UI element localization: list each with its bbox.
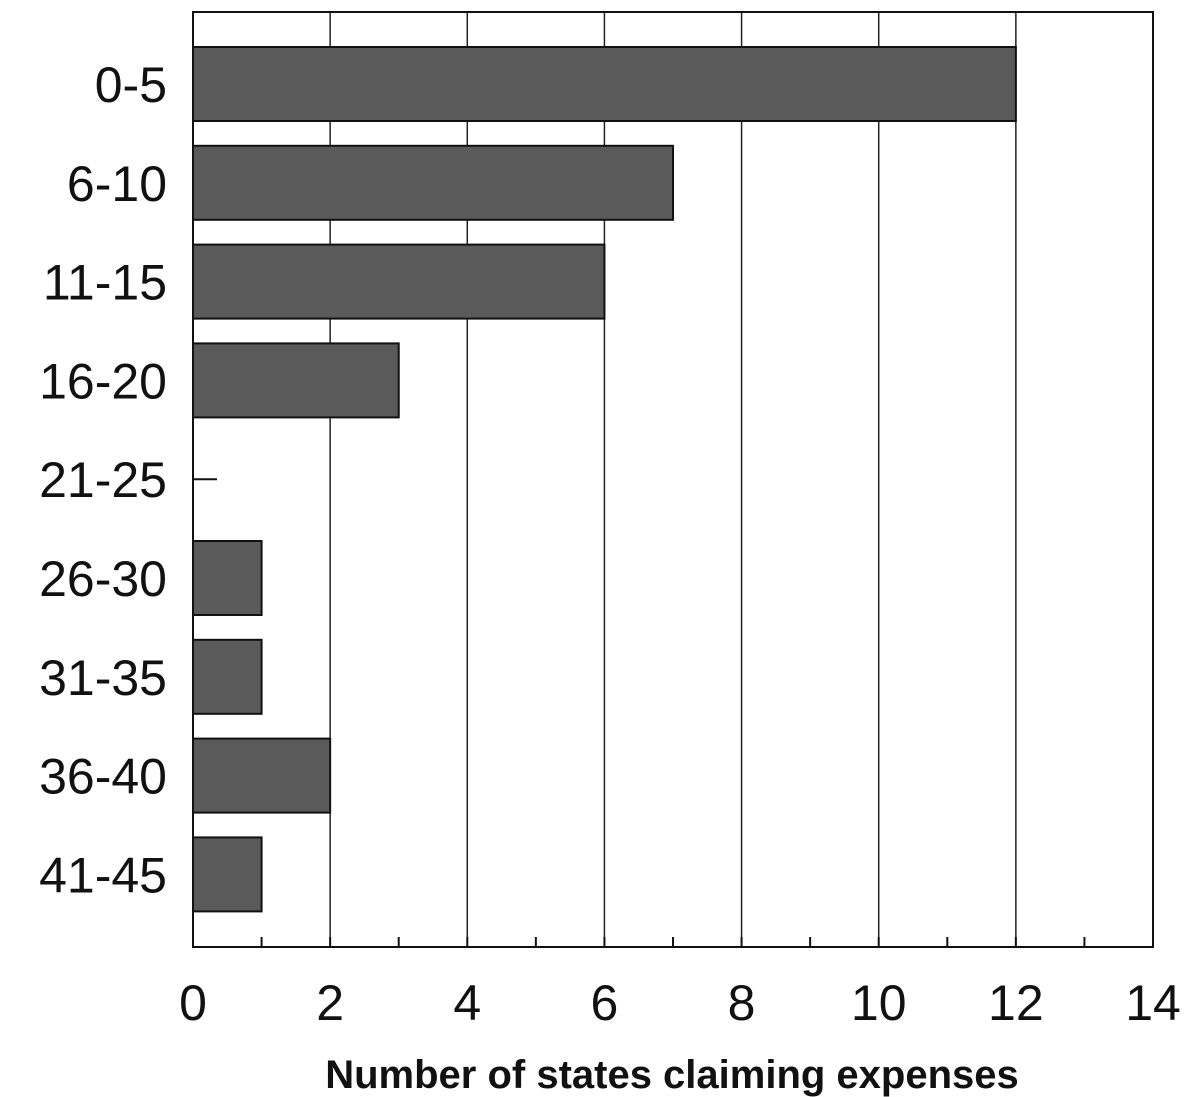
bar-36-40 xyxy=(192,737,332,814)
category-label-26-30: 26-30 xyxy=(39,551,167,607)
bar-0-5 xyxy=(192,46,1017,122)
x-tick-label-12: 12 xyxy=(988,975,1044,1031)
category-label-6-10: 6-10 xyxy=(67,156,167,212)
bar-31-35 xyxy=(192,638,263,715)
x-axis-tick-labels: 0 2 4 6 8 10 12 14 xyxy=(179,975,1181,1031)
y-axis-category-labels: 0-5 6-10 11-15 16-20 21-25 26-30 31-35 36-40 41-… xyxy=(39,57,167,903)
bar-41-45 xyxy=(192,836,263,913)
x-axis-title: Number of states claiming expenses xyxy=(325,1053,1019,1097)
category-label-41-45: 41-45 xyxy=(39,847,167,903)
x-tick-label-8: 8 xyxy=(728,975,756,1031)
category-label-31-35: 31-35 xyxy=(39,650,167,706)
category-label-0-5: 0-5 xyxy=(95,57,167,113)
x-axis-ticks xyxy=(192,937,1154,947)
bars xyxy=(192,46,1017,913)
category-label-11-15: 11-15 xyxy=(43,255,167,311)
category-label-16-20: 16-20 xyxy=(39,353,167,409)
x-tick-label-6: 6 xyxy=(591,975,619,1031)
bar-11-15 xyxy=(192,243,606,320)
x-tick-label-14: 14 xyxy=(1125,975,1181,1031)
bar-26-30 xyxy=(192,540,263,616)
x-tick-label-10: 10 xyxy=(851,975,907,1031)
x-tick-label-4: 4 xyxy=(453,975,481,1031)
bar-16-20 xyxy=(192,342,400,419)
x-tick-label-2: 2 xyxy=(316,975,344,1031)
bar-6-10 xyxy=(192,144,674,221)
category-label-36-40: 36-40 xyxy=(39,749,167,805)
x-tick-label-0: 0 xyxy=(179,975,207,1031)
category-label-21-25: 21-25 xyxy=(39,452,167,508)
